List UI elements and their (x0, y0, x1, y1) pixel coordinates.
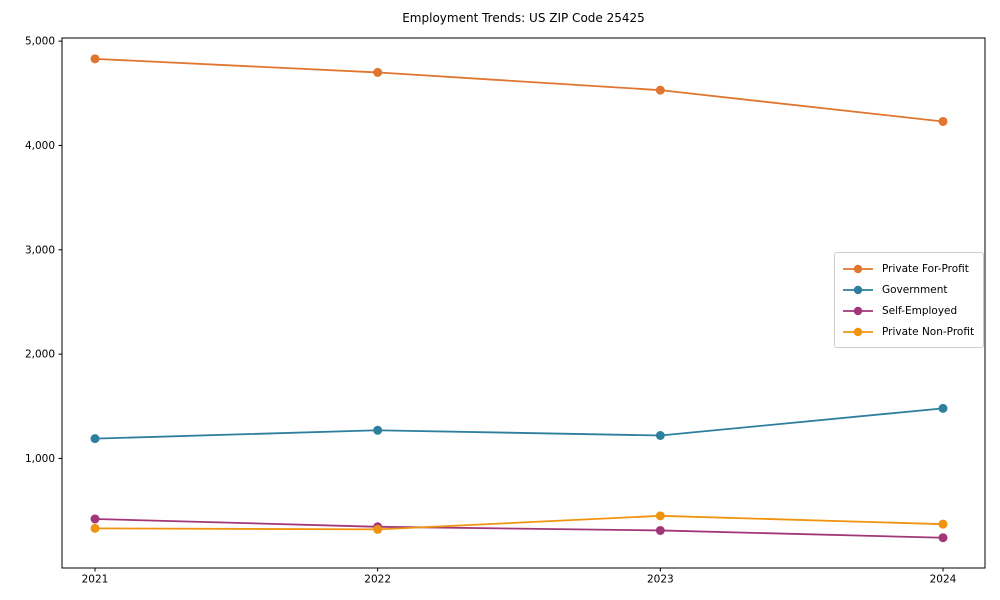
data-point-self-employed (938, 533, 948, 543)
legend-marker-self-employed (843, 306, 873, 315)
y-tick-label: 5,000 (25, 36, 55, 48)
data-point-government (938, 403, 948, 413)
x-tick-label: 2024 (930, 574, 957, 586)
x-tick-label: 2023 (647, 574, 674, 586)
legend-label: Self-Employed (882, 304, 958, 317)
chart-title: Employment Trends: US ZIP Code 25425 (402, 11, 645, 25)
legend-label: Government (882, 283, 948, 296)
legend: Private For-Profit Government Self-Employe… (834, 252, 985, 348)
series-line-private-for-profit (94, 57, 944, 123)
data-point-private-non-profit (373, 524, 383, 534)
y-tick-label: 1,000 (25, 453, 55, 465)
data-point-private-for-profit (938, 116, 948, 126)
data-point-self-employed (655, 525, 665, 535)
x-tick-label: 2022 (364, 574, 391, 586)
legend-label: Private For-Profit (882, 262, 969, 275)
data-point-government (90, 434, 100, 444)
data-point-private-non-profit (938, 519, 948, 529)
series-line-private-non-profit (94, 514, 944, 531)
legend-marker-government (843, 285, 873, 294)
plot-frame (61, 37, 986, 569)
data-point-private-for-profit (373, 67, 383, 77)
legend-marker-private-non-profit (843, 327, 873, 336)
data-point-private-for-profit (655, 85, 665, 95)
legend-item-private-non-profit: Private Non-Profit (843, 321, 974, 342)
y-tick-label: 4,000 (25, 140, 55, 152)
legend-marker-private-for-profit (843, 264, 873, 273)
series-line-self-employed (94, 518, 944, 539)
data-point-government (655, 431, 665, 440)
data-point-government (373, 425, 383, 435)
series-line-government (94, 407, 944, 440)
y-tick-label: 2,000 (25, 349, 55, 361)
y-tick-label: 3,000 (25, 244, 55, 256)
x-tick-label: 2021 (82, 574, 109, 586)
data-point-self-employed (90, 514, 100, 524)
legend-item-private-for-profit: Private For-Profit (843, 258, 974, 279)
legend-item-government: Government (843, 279, 974, 300)
legend-label: Private Non-Profit (882, 325, 975, 338)
data-point-private-for-profit (90, 54, 100, 64)
legend-item-self-employed: Self-Employed (843, 300, 974, 321)
data-point-private-non-profit (655, 511, 665, 521)
data-point-private-non-profit (90, 523, 100, 533)
